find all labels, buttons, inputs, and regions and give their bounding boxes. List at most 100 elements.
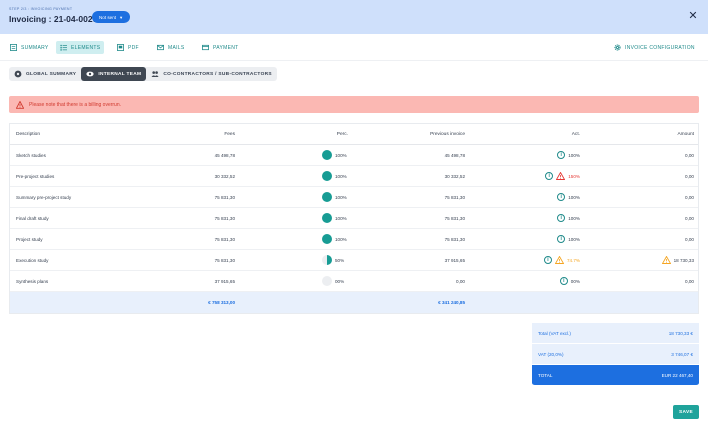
cell-perc[interactable]: 100% bbox=[322, 166, 352, 186]
people-icon bbox=[151, 71, 159, 77]
total-vat-excl-row: Total (VAT excl.) 18 730,33 € bbox=[532, 323, 699, 344]
amount-value: 0,00 bbox=[685, 173, 694, 179]
tab-mails[interactable]: MAILS bbox=[153, 41, 189, 54]
progress-pie bbox=[322, 213, 332, 223]
cell-perc[interactable]: 00% bbox=[322, 271, 352, 291]
subtab-label: GLOBAL SUMMARY bbox=[26, 71, 77, 77]
subtab-label: INTERNAL TEAM bbox=[98, 71, 142, 77]
list-icon bbox=[60, 44, 67, 51]
warning-icon bbox=[554, 256, 564, 264]
cell-perc[interactable]: 100% bbox=[322, 187, 352, 207]
table-header: Description Fees Perc. Previous invoice … bbox=[10, 124, 698, 145]
perc-value: 100% bbox=[335, 215, 347, 221]
act-value: 150% bbox=[568, 173, 580, 179]
previous-invoice-total: € 341 240,85 bbox=[438, 300, 465, 305]
cell-description: Summary pre-project study bbox=[16, 194, 72, 200]
payment-icon bbox=[202, 44, 209, 51]
progress-pie bbox=[322, 276, 332, 286]
cell-fees: 75 831,30 bbox=[214, 215, 235, 221]
info-icon[interactable]: i bbox=[559, 277, 568, 285]
table-row[interactable]: Pre-project studies 30 332,52 100% 30 33… bbox=[10, 166, 698, 187]
cell-description: Synthesis plans bbox=[16, 278, 49, 284]
cell-perc[interactable]: 100% bbox=[322, 229, 352, 249]
cell-perc[interactable]: 100% bbox=[322, 208, 352, 228]
tab-summary[interactable]: SUMMARY bbox=[6, 41, 53, 54]
tab-label: INVOICE CONFIGURATION bbox=[625, 44, 695, 51]
totals-panel: Total (VAT excl.) 18 730,33 € VAT (20,0%… bbox=[532, 323, 699, 386]
table-row[interactable]: Final draft study 75 831,30 100% 75 831,… bbox=[10, 208, 698, 229]
billing-overrun-alert: Please note that there is a billing over… bbox=[9, 96, 699, 113]
grand-total-label: TOTAL bbox=[538, 372, 553, 378]
status-dropdown[interactable]: Not sent ▼ bbox=[92, 11, 130, 23]
amount-value: 18 730,33 bbox=[673, 257, 694, 263]
cell-amount: 0,00 bbox=[610, 166, 694, 186]
cell-perc[interactable]: 50% bbox=[322, 250, 352, 270]
cell-amount: 0,00 bbox=[610, 271, 694, 291]
save-button[interactable]: SAVE bbox=[673, 405, 699, 419]
cell-act: i 100% bbox=[520, 229, 580, 249]
table-row[interactable]: Project study 75 831,30 100% 75 831,30 i… bbox=[10, 229, 698, 250]
pdf-icon bbox=[117, 44, 124, 51]
amount-value: 0,00 bbox=[685, 152, 694, 158]
progress-pie bbox=[322, 192, 332, 202]
info-icon[interactable]: i bbox=[543, 256, 552, 264]
progress-pie bbox=[322, 150, 332, 160]
progress-pie bbox=[322, 255, 332, 265]
cell-fees: 45 498,78 bbox=[214, 152, 235, 158]
amount-value: 0,00 bbox=[685, 215, 694, 221]
cell-act: i 100% bbox=[520, 145, 580, 165]
perc-value: 100% bbox=[335, 194, 347, 200]
cell-description: Sketch studies bbox=[16, 152, 46, 158]
tab-elements[interactable]: ELEMENTS bbox=[56, 41, 105, 54]
tab-invoice-configuration[interactable]: INVOICE CONFIGURATION bbox=[610, 41, 699, 54]
perc-value: 00% bbox=[335, 278, 345, 284]
table-row[interactable]: Sketch studies 45 498,78 100% 45 498,78 … bbox=[10, 145, 698, 166]
cell-previous-invoice: 0,00 bbox=[456, 278, 465, 284]
tab-pdf[interactable]: PDF bbox=[113, 41, 143, 54]
info-icon[interactable]: i bbox=[557, 151, 566, 159]
act-value: 100% bbox=[568, 152, 580, 158]
chevron-down-icon: ▼ bbox=[119, 14, 124, 20]
cell-amount: 0,00 bbox=[610, 145, 694, 165]
act-value: 100% bbox=[568, 194, 580, 200]
total-value: 18 730,33 € bbox=[668, 330, 693, 336]
cell-previous-invoice: 75 831,30 bbox=[444, 215, 465, 221]
page-title: Invoicing : 21-04-0020 bbox=[9, 14, 98, 24]
warning-icon bbox=[661, 256, 671, 264]
perc-value: 50% bbox=[335, 257, 345, 263]
info-icon[interactable]: i bbox=[545, 172, 554, 180]
subtab-co-contractors[interactable]: CO-CONTRACTORS / SUB-CONTRACTORS bbox=[146, 67, 277, 81]
column-header-act: Act. bbox=[571, 131, 580, 137]
table-row[interactable]: Execution study 75 831,30 50% 37 915,65 … bbox=[10, 250, 698, 271]
info-icon[interactable]: i bbox=[557, 235, 566, 243]
cell-perc[interactable]: 100% bbox=[322, 145, 352, 165]
status-label: Not sent bbox=[98, 14, 117, 20]
alert-text: Please note that there is a billing over… bbox=[29, 101, 121, 108]
info-icon[interactable]: i bbox=[557, 214, 566, 222]
subtab-global-summary[interactable]: GLOBAL SUMMARY bbox=[9, 67, 81, 81]
tab-label: PDF bbox=[128, 44, 139, 51]
table-row[interactable]: Synthesis plans 37 915,65 00% 0,00 i 00%… bbox=[10, 271, 698, 292]
amount-value: 0,00 bbox=[685, 194, 694, 200]
globe-icon bbox=[14, 70, 22, 78]
column-header-perc: Perc. bbox=[336, 131, 348, 137]
cell-description: Final draft study bbox=[16, 215, 49, 221]
cell-previous-invoice: 75 831,30 bbox=[444, 194, 465, 200]
warning-icon bbox=[556, 172, 566, 180]
act-value: 00% bbox=[570, 278, 580, 284]
info-icon[interactable]: i bbox=[557, 193, 566, 201]
progress-pie bbox=[322, 234, 332, 244]
tab-payment[interactable]: PAYMENT bbox=[198, 41, 243, 54]
cell-description: Project study bbox=[16, 236, 43, 242]
grand-total-row: TOTAL EUR 22 467,40 bbox=[532, 365, 699, 386]
cell-description: Pre-project studies bbox=[16, 173, 55, 179]
subtab-internal-team[interactable]: INTERNAL TEAM bbox=[81, 67, 147, 81]
tab-label: MAILS bbox=[168, 44, 185, 51]
amount-value: 0,00 bbox=[685, 236, 694, 242]
tab-label: ELEMENTS bbox=[71, 44, 101, 51]
table-row[interactable]: Summary pre-project study 75 831,30 100%… bbox=[10, 187, 698, 208]
amount-value: 0,00 bbox=[685, 278, 694, 284]
total-label: Total (VAT excl.) bbox=[538, 330, 571, 336]
close-icon[interactable]: ✕ bbox=[688, 10, 698, 22]
subtab-label: CO-CONTRACTORS / SUB-CONTRACTORS bbox=[163, 71, 272, 77]
